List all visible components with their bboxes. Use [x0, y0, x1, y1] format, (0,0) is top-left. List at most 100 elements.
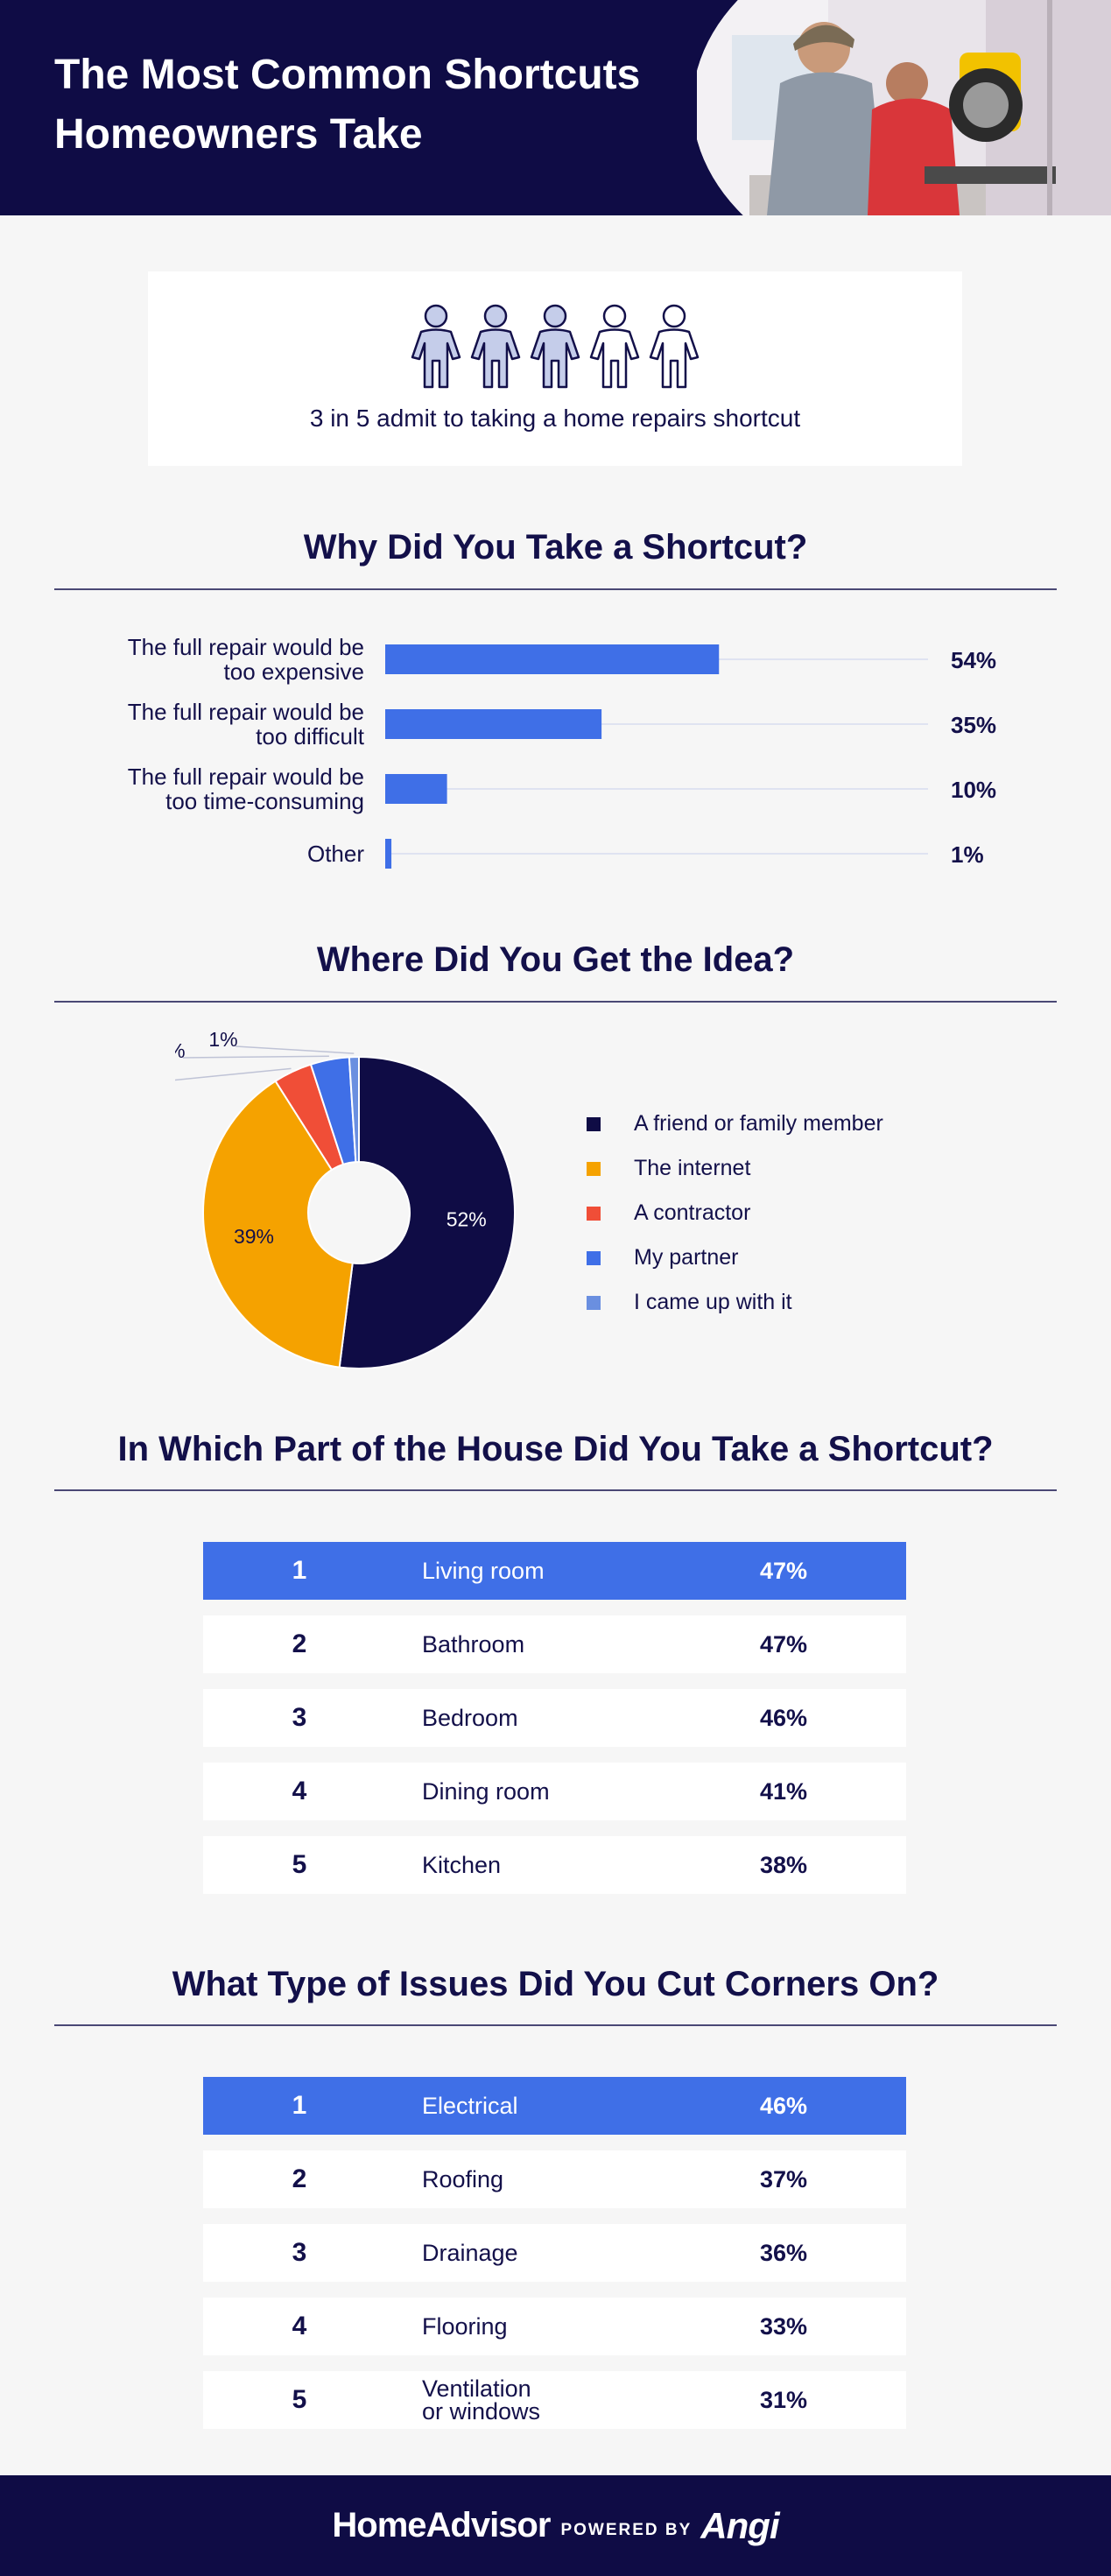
legend-item: My partner	[585, 1235, 1040, 1280]
table-row: 2 Roofing 37%	[203, 2150, 906, 2208]
legend-swatch	[587, 1116, 601, 1131]
rank-number: 4	[292, 1777, 307, 1805]
legend-label: A friend or family member	[634, 1111, 883, 1136]
bar-value-label: 1%	[951, 841, 984, 868]
footer: HomeAdvisor POWERED BY Angi	[0, 2475, 1111, 2576]
rank-label: Bathroom	[422, 1631, 525, 1658]
person-icon-filled	[411, 304, 461, 389]
rank-value: 33%	[759, 2313, 807, 2340]
rank-value: 41%	[759, 1778, 807, 1805]
table-row: 3 Bedroom 46%	[203, 1689, 906, 1747]
donut-slice	[338, 1055, 516, 1369]
legend-swatch	[587, 1250, 601, 1265]
table-row: 1 Living room 47%	[203, 1542, 906, 1600]
page-title: The Most Common Shortcuts Homeowners Tak…	[54, 46, 685, 165]
rank-label: Drainage	[422, 2240, 518, 2266]
table-row: 2 Bathroom 47%	[203, 1615, 906, 1673]
page-title-line-2: Homeowners Take	[54, 111, 423, 158]
person-icon-outline	[589, 304, 640, 389]
rank-value: 47%	[759, 1558, 807, 1584]
bar	[385, 644, 720, 674]
rank-value: 46%	[759, 2093, 807, 2119]
issue-type-table: 1 Electrical 46% 2 Roofing 37% 3 Drainage 36% 4 Fl…	[203, 2077, 906, 2445]
rank-number: 1	[292, 1556, 307, 1585]
section-divider	[54, 1489, 1057, 1491]
rank-value: 37%	[759, 2166, 807, 2192]
bar	[385, 709, 602, 739]
bar-value-label: 35%	[951, 712, 996, 738]
donut-legend: A friend or family member The internet A c…	[585, 1101, 1040, 1325]
donut-value-label: 52%	[447, 1208, 487, 1231]
donut-leader-line	[175, 1067, 292, 1081]
brand-logo[interactable]: HomeAdvisor	[332, 2506, 551, 2544]
legend-label: I came up with it	[634, 1290, 792, 1314]
rank-value: 38%	[759, 1852, 807, 1878]
table-row: 5 Ventilation or windows 31%	[203, 2371, 906, 2429]
section-title-where: Where Did You Get the Idea?	[316, 940, 795, 979]
section-divider	[54, 2024, 1057, 2026]
legend-swatch	[587, 1206, 601, 1221]
bar-category-label: too time-consuming	[165, 788, 364, 814]
people-icon-row	[409, 303, 701, 391]
rank-label: Flooring	[422, 2313, 508, 2340]
table-row: 3 Drainage 36%	[203, 2224, 906, 2282]
bar-value-label: 54%	[951, 647, 996, 673]
legend-item: A friend or family member	[585, 1101, 1040, 1146]
rank-number: 2	[292, 2164, 307, 2193]
rank-number: 1	[292, 2091, 307, 2120]
partner-logo[interactable]: Angi	[700, 2504, 779, 2546]
section-divider	[54, 588, 1057, 590]
header-banner: The Most Common Shortcuts Homeowners Tak…	[0, 0, 1111, 215]
bar-category-label: The full repair would be	[128, 764, 364, 790]
person-icon-filled	[530, 304, 580, 389]
table-row: 4 Flooring 33%	[203, 2298, 906, 2355]
donut-value-label: 1%	[208, 1028, 237, 1051]
donut-value-label: 4%	[175, 1039, 186, 1062]
donut-slice	[348, 1055, 360, 1164]
bar-category-label: Other	[307, 841, 364, 867]
rank-number: 3	[292, 1703, 307, 1732]
bar-value-label: 10%	[951, 777, 996, 803]
legend-item: The internet	[585, 1146, 1040, 1191]
section-title-part: In Which Part of the House Did You Take …	[117, 1430, 994, 1468]
legend-swatch	[587, 1161, 601, 1176]
rank-number: 5	[292, 2385, 307, 2414]
person-icon-outline	[649, 304, 700, 389]
person-icon-filled	[470, 304, 521, 389]
rank-number: 4	[292, 2312, 307, 2340]
rank-number: 2	[292, 1629, 307, 1658]
bar-category-label: The full repair would be	[128, 634, 364, 660]
legend-label: A contractor	[634, 1200, 751, 1225]
donut-leader-line	[235, 1045, 355, 1054]
bar-category-label: The full repair would be	[128, 699, 364, 725]
rank-label: Living room	[422, 1558, 545, 1584]
section-title-issues: What Type of Issues Did You Cut Corners …	[172, 1965, 939, 2003]
workers-photo	[697, 0, 1111, 215]
bar-category-label: too expensive	[224, 658, 364, 685]
rank-value: 47%	[759, 1631, 807, 1658]
table-row: 4 Dining room 41%	[203, 1763, 906, 1820]
table-row: 5 Kitchen 38%	[203, 1836, 906, 1894]
legend-item: A contractor	[585, 1191, 1040, 1235]
rank-label: Dining room	[422, 1778, 550, 1805]
rank-number: 5	[292, 1850, 307, 1879]
bar	[385, 839, 392, 869]
legend-label: The internet	[634, 1156, 751, 1180]
rank-value: 31%	[759, 2387, 807, 2413]
rank-number: 3	[292, 2238, 307, 2267]
rank-label: Ventilation or windows	[422, 2375, 541, 2425]
house-part-table: 1 Living room 47% 2 Bathroom 47% 3 Bedroom 46% 4 D…	[203, 1542, 906, 1910]
powered-by-text: POWERED BY	[560, 2520, 693, 2539]
rank-label: Roofing	[422, 2166, 504, 2192]
legend-label: My partner	[634, 1245, 739, 1270]
rank-label: Kitchen	[422, 1852, 502, 1878]
donut-slice	[202, 1080, 354, 1369]
rank-value: 46%	[759, 1705, 807, 1731]
rank-label: Electrical	[422, 2093, 518, 2119]
bar	[385, 774, 447, 804]
rank-label: Bedroom	[422, 1705, 518, 1731]
people-stat-caption: 3 in 5 admit to taking a home repairs sh…	[309, 405, 801, 432]
donut-leader-line	[182, 1055, 329, 1059]
legend-item: I came up with it	[585, 1280, 1040, 1325]
